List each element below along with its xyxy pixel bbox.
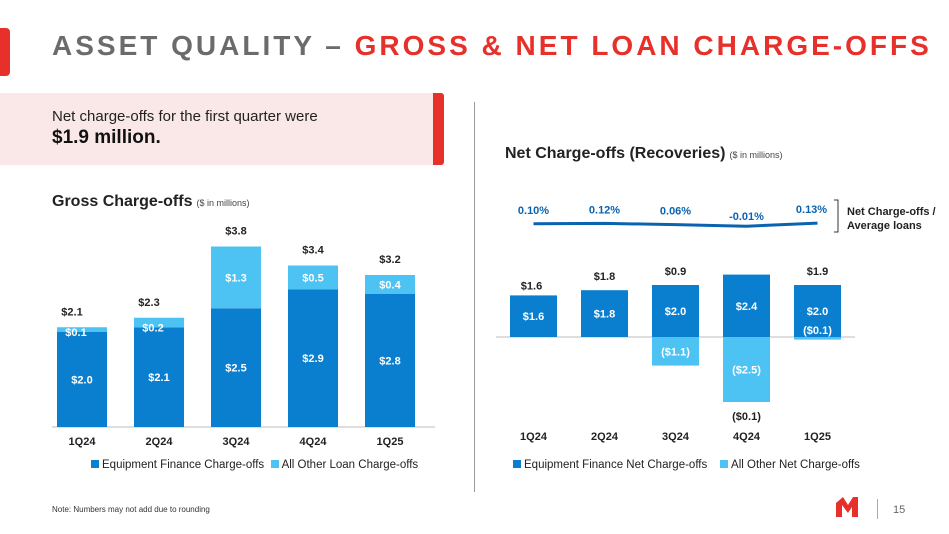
ratio-line-label: Net Charge-offs / Average loans (847, 205, 936, 233)
ratio-value-label: -0.01% (729, 211, 764, 223)
ratio-bracket (834, 199, 839, 233)
legend-net-series-1: Equipment Finance Net Charge-offs (524, 459, 708, 471)
callout-text: Net charge-offs for the first quarter we… (52, 108, 318, 125)
net-total-label: $1.6 (521, 280, 542, 292)
net-x-tick: 1Q24 (520, 431, 548, 443)
net-total-label: $0.9 (665, 266, 686, 278)
net-total-label: $1.9 (807, 266, 828, 278)
legend-gross-series-1: Equipment Finance Charge-offs (102, 459, 265, 471)
net-bar-equipment (510, 295, 557, 337)
gross-bar-other-label: $0.1 (65, 327, 86, 339)
net-bar-equipment (652, 285, 699, 337)
net-x-tick: 2Q24 (591, 431, 619, 443)
gross-x-tick: 4Q24 (300, 436, 328, 448)
callout-accent-bar (433, 93, 444, 165)
gross-bar-other-label: $0.4 (379, 280, 401, 292)
ratio-label-line1: Net Charge-offs / (847, 206, 936, 218)
gross-bar-other (288, 265, 338, 290)
callout-box (0, 93, 443, 165)
gross-total-label: $3.4 (302, 245, 324, 257)
net-bar-other (794, 337, 841, 340)
legend-swatch-light (720, 460, 729, 468)
gross-bar-equipment (211, 308, 261, 427)
gross-bar-other (365, 275, 415, 294)
net-bar-equipment-label: $2.4 (736, 301, 758, 313)
legend-swatch-dark (91, 460, 99, 468)
legend-net-series-2: All Other Net Charge-offs (731, 459, 860, 471)
net-x-tick: 3Q24 (662, 431, 690, 443)
net-bar-equipment-label: $1.6 (523, 311, 544, 323)
net-chart-title-text: Net Charge-offs (Recoveries) (505, 145, 726, 162)
title-highlight: GROSS & NET LOAN CHARGE-OFFS (354, 30, 932, 61)
gross-total-label: $2.3 (138, 297, 159, 309)
gross-bar-other-label: $1.3 (225, 272, 246, 284)
page-number: 15 (893, 504, 906, 516)
gross-bar-equipment-label: $2.8 (379, 356, 400, 368)
ratio-label-line2: Average loans (847, 220, 922, 232)
net-chart-unit: ($ in millions) (729, 150, 783, 160)
gross-x-tick: 2Q24 (146, 436, 174, 448)
ratio-value-label: 0.10% (518, 205, 549, 217)
footnote: Note: Numbers may not add due to roundin… (52, 505, 210, 514)
ratio-value-label: 0.13% (796, 204, 827, 216)
net-legend: Equipment Finance Net Charge-offs All Ot… (513, 459, 860, 471)
gross-bar-equipment-label: $2.0 (71, 375, 92, 387)
net-bar-equipment (581, 290, 628, 337)
net-bar-other (723, 337, 770, 402)
gross-bar-equipment-label: $2.5 (225, 363, 246, 375)
net-bar-other-label: ($1.1) (661, 346, 690, 358)
net-bar-equipment (723, 274, 770, 337)
gross-x-tick: 3Q24 (223, 436, 251, 448)
gross-bar-other (134, 317, 184, 328)
gross-total-label: $2.1 (61, 306, 82, 318)
gross-legend: Equipment Finance Charge-offs All Other … (91, 459, 418, 471)
gross-bar-other (57, 327, 107, 332)
net-bar-equipment-label: $1.8 (594, 309, 615, 321)
title-prefix: ASSET QUALITY – (52, 30, 344, 61)
gross-x-tick: 1Q25 (377, 436, 404, 448)
net-bar-other (652, 337, 699, 366)
gross-bar-other-label: $0.2 (142, 322, 163, 334)
legend-swatch-dark (513, 460, 521, 468)
gross-bar-equipment (365, 294, 415, 427)
gross-x-tick: 1Q24 (69, 436, 97, 448)
callout-amount: $1.9 million (52, 127, 156, 148)
net-bar-equipment-label: $2.0 (807, 306, 828, 318)
ratio-value-label: 0.06% (660, 206, 691, 218)
callout-period: . (155, 127, 161, 148)
gross-bar-equipment (57, 332, 107, 427)
callout-amount-line: $1.9 million. (52, 127, 161, 149)
page-title: ASSET QUALITY – GROSS & NET LOAN CHARGE-… (52, 30, 932, 62)
gross-chart-unit: ($ in millions) (196, 198, 250, 208)
legend-gross-series-2: All Other Loan Charge-offs (281, 459, 419, 471)
net-bar-equipment (794, 285, 841, 337)
ratio-value-label: 0.12% (589, 204, 620, 216)
gross-chart-title: Gross Charge-offs ($ in millions) (52, 193, 249, 211)
net-total-label: ($0.1) (732, 411, 761, 423)
net-x-tick: 4Q24 (733, 431, 761, 443)
ratio-trend-line (533, 221, 818, 228)
net-x-tick: 1Q25 (804, 431, 831, 443)
gross-bar-equipment-label: $2.1 (148, 372, 169, 384)
net-chart-title: Net Charge-offs (Recoveries) ($ in millio… (505, 145, 783, 163)
net-bar-other-label: ($0.1) (803, 325, 832, 337)
gross-bar-other (211, 246, 261, 309)
net-bar-other-label: ($2.5) (732, 365, 761, 377)
net-total-label: $1.8 (594, 271, 615, 283)
gross-total-label: $3.8 (225, 226, 246, 238)
gross-bar-equipment (288, 289, 338, 427)
gross-bar-other-label: $0.5 (302, 272, 323, 284)
legend-swatch-light (270, 460, 279, 468)
gross-chart-title-text: Gross Charge-offs (52, 193, 193, 210)
section-divider (474, 102, 475, 492)
gross-bar-equipment-label: $2.9 (302, 353, 323, 365)
footer-separator (877, 499, 878, 519)
title-accent-bar (0, 28, 10, 76)
gross-total-label: $3.2 (379, 254, 400, 266)
net-bar-equipment-label: $2.0 (665, 306, 686, 318)
gross-bar-equipment (134, 327, 184, 427)
